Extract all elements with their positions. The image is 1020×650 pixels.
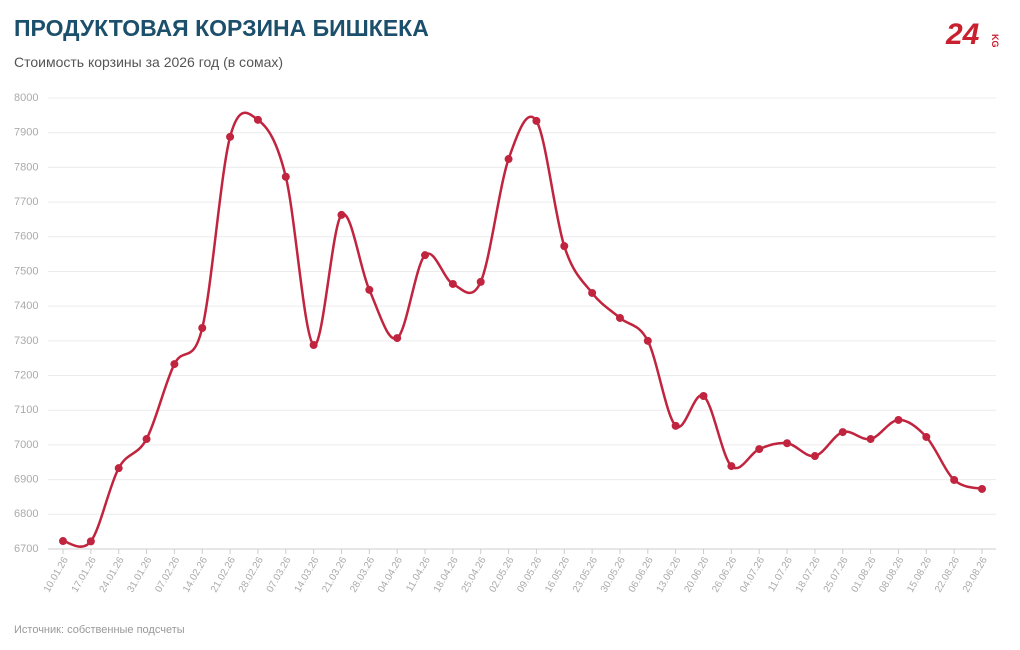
data-point <box>978 484 986 493</box>
x-tick-label: 14.03.26 <box>293 555 322 595</box>
x-tick-label: 08.08.26 <box>877 555 906 595</box>
y-tick-label: 6700 <box>14 543 38 555</box>
y-tick-label: 7300 <box>14 335 38 347</box>
x-tick-label: 15.08.26 <box>905 555 934 595</box>
data-point <box>615 313 624 322</box>
x-tick-label: 20.06.26 <box>682 555 711 595</box>
data-point <box>142 435 151 444</box>
x-tick-label: 10.01.26 <box>42 555 71 595</box>
x-tick-label: 25.07.26 <box>822 555 851 595</box>
data-point <box>810 452 819 461</box>
x-tick-label: 17.01.26 <box>70 555 99 595</box>
x-tick-label: 21.03.26 <box>320 555 349 595</box>
data-point <box>783 439 792 448</box>
data-point <box>671 421 680 430</box>
x-tick-label: 14.02.26 <box>181 555 210 595</box>
x-tick-label: 28.02.26 <box>237 555 266 595</box>
y-tick-label: 6900 <box>14 474 38 486</box>
data-point <box>532 116 541 125</box>
data-point <box>114 464 123 473</box>
data-point <box>59 537 67 546</box>
data-point <box>448 279 457 288</box>
data-point <box>699 392 708 401</box>
logo-suffix: KG <box>990 34 1000 48</box>
x-tick-label: 04.07.26 <box>738 555 767 595</box>
data-point <box>866 435 875 444</box>
x-tick-label: 07.02.26 <box>153 555 182 595</box>
data-point <box>253 115 262 124</box>
x-tick-label: 06.06.26 <box>627 555 656 595</box>
y-tick-label: 7500 <box>14 265 38 277</box>
chart-subtitle: Стоимость корзины за 2026 год (в сомах) <box>14 54 283 70</box>
x-tick-label: 11.07.26 <box>766 555 795 594</box>
logo-number: 24 <box>945 18 980 51</box>
x-tick-label: 31.01.26 <box>125 555 154 595</box>
y-tick-label: 6800 <box>14 508 38 520</box>
y-tick-label: 7000 <box>14 439 38 451</box>
data-point <box>504 155 513 164</box>
y-tick-label: 7900 <box>14 127 38 139</box>
x-tick-label: 25.04.26 <box>460 555 489 595</box>
data-point <box>309 341 318 350</box>
data-point <box>421 251 430 260</box>
y-tick-label: 7200 <box>14 369 38 381</box>
x-tick-label: 16.05.26 <box>543 555 572 595</box>
data-point <box>838 428 847 437</box>
x-tick-label: 13.06.26 <box>655 555 684 595</box>
data-point <box>226 132 235 141</box>
y-tick-label: 7100 <box>14 404 38 416</box>
data-point <box>198 324 207 333</box>
data-point <box>922 432 931 441</box>
x-tick-label: 22.08.26 <box>933 555 962 595</box>
x-tick-label: 26.06.26 <box>710 555 739 595</box>
data-point <box>281 172 290 181</box>
x-tick-label: 30.05.26 <box>599 555 628 595</box>
x-tick-label: 07.03.26 <box>265 555 294 595</box>
y-tick-label: 7800 <box>14 161 38 173</box>
x-tick-label: 21.02.26 <box>209 555 238 595</box>
y-tick-label: 8000 <box>14 92 38 104</box>
data-point <box>950 475 959 484</box>
data-point <box>365 285 374 294</box>
data-point <box>643 336 652 345</box>
y-tick-label: 7400 <box>14 300 38 312</box>
x-tick-label: 24.01.26 <box>98 555 127 595</box>
x-tick-label: 01.08.26 <box>849 555 878 595</box>
y-tick-label: 7700 <box>14 196 38 208</box>
data-point <box>894 415 903 424</box>
data-point <box>560 242 569 251</box>
data-point <box>727 462 736 471</box>
data-point <box>86 537 95 546</box>
data-point <box>170 360 179 369</box>
x-tick-label: 18.04.26 <box>432 555 461 595</box>
x-tick-label: 18.07.26 <box>794 555 823 595</box>
x-tick-label: 28.03.26 <box>348 555 377 595</box>
x-tick-label: 29.08.26 <box>961 555 990 595</box>
x-tick-label: 09.05.26 <box>515 555 544 595</box>
data-point <box>476 277 485 286</box>
data-point <box>588 288 597 297</box>
source: Источник: собственные подсчеты <box>14 624 185 636</box>
x-tick-label: 02.05.26 <box>487 555 516 595</box>
data-point <box>393 334 402 343</box>
y-tick-label: 7600 <box>14 231 38 243</box>
chart-title: ПРОДУКТОВАЯ КОРЗИНА БИШКЕКА <box>14 15 429 41</box>
x-tick-label: 11.04.26 <box>404 555 433 594</box>
x-tick-label: 23.05.26 <box>571 555 600 595</box>
x-tick-label: 04.04.26 <box>376 555 405 595</box>
data-point <box>337 210 346 219</box>
data-point <box>755 445 764 454</box>
